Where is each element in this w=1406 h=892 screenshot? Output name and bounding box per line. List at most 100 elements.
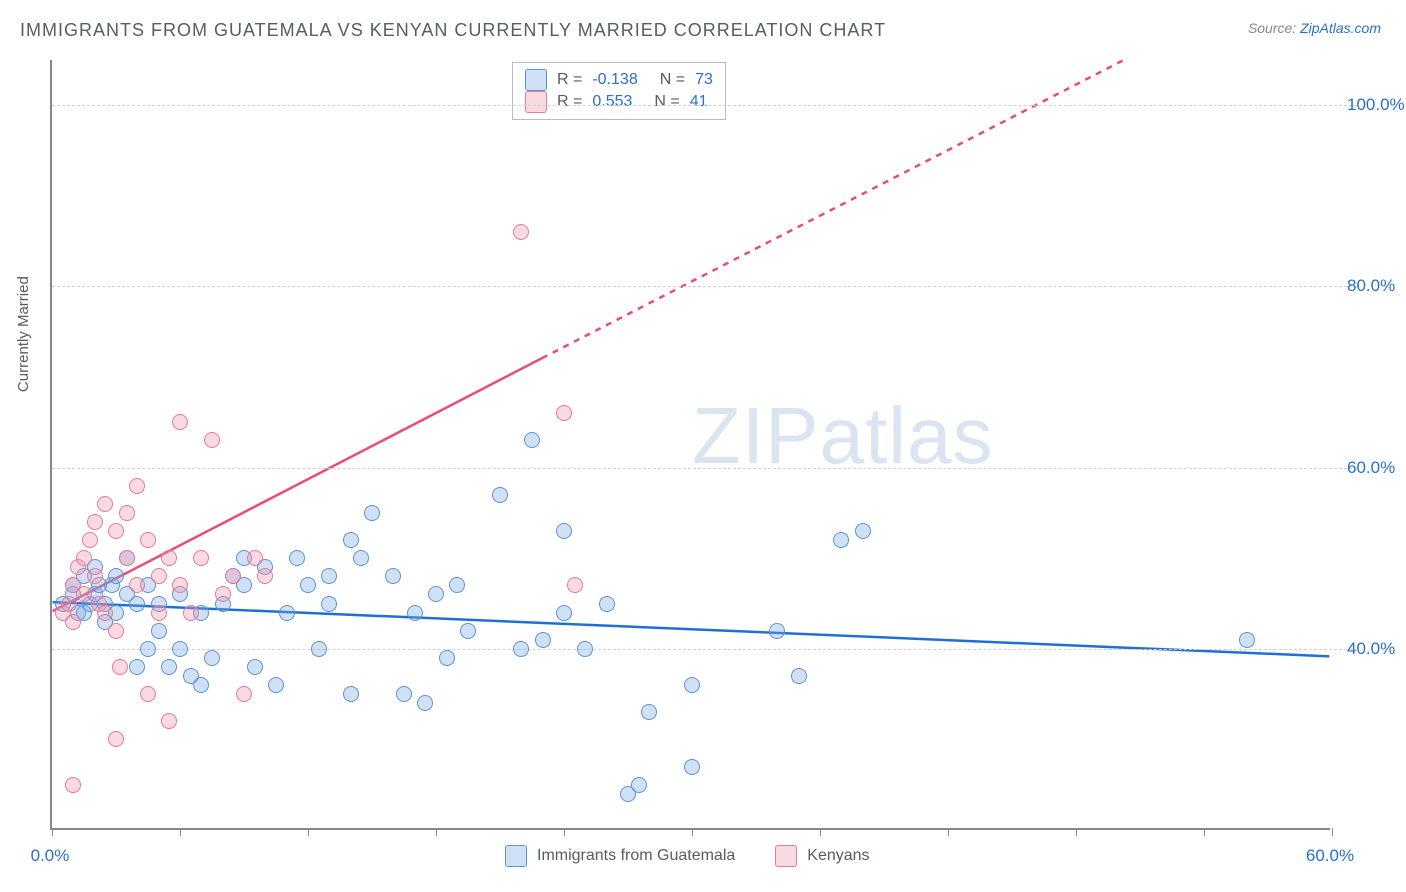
ytick-label: 80.0% xyxy=(1347,276,1395,296)
data-point xyxy=(556,523,572,539)
data-point xyxy=(247,550,263,566)
data-point xyxy=(151,605,167,621)
data-point xyxy=(460,623,476,639)
data-point xyxy=(791,668,807,684)
data-point xyxy=(204,650,220,666)
data-point xyxy=(321,596,337,612)
legend-label: Immigrants from Guatemala xyxy=(537,847,735,865)
data-point xyxy=(140,641,156,657)
data-point xyxy=(172,641,188,657)
data-point xyxy=(215,586,231,602)
xtick-mark xyxy=(948,828,949,836)
data-point xyxy=(684,677,700,693)
data-point xyxy=(112,659,128,675)
series-swatch xyxy=(525,91,547,113)
chart-container: IMMIGRANTS FROM GUATEMALA VS KENYAN CURR… xyxy=(0,0,1406,892)
stats-row: R = 0.553 N = 41 xyxy=(525,91,713,113)
xtick-label: 60.0% xyxy=(1306,846,1354,866)
xtick-mark xyxy=(564,828,565,836)
data-point xyxy=(833,532,849,548)
legend-swatch xyxy=(775,845,797,867)
y-axis-label: Currently Married xyxy=(15,276,32,392)
data-point xyxy=(428,586,444,602)
data-point xyxy=(364,505,380,521)
data-point xyxy=(353,550,369,566)
data-point xyxy=(311,641,327,657)
data-point xyxy=(257,568,273,584)
data-point xyxy=(535,632,551,648)
stat-n-label: N = xyxy=(654,93,679,111)
data-point xyxy=(439,650,455,666)
data-point xyxy=(108,731,124,747)
data-point xyxy=(396,686,412,702)
stats-row: R = -0.138N = 73 xyxy=(525,69,713,91)
data-point xyxy=(641,704,657,720)
data-point xyxy=(407,605,423,621)
data-point xyxy=(140,686,156,702)
xtick-label: 0.0% xyxy=(31,846,70,866)
data-point xyxy=(76,586,92,602)
data-point xyxy=(599,596,615,612)
stat-n-label: N = xyxy=(660,71,685,89)
data-point xyxy=(321,568,337,584)
data-point xyxy=(268,677,284,693)
data-point xyxy=(87,568,103,584)
data-point xyxy=(151,623,167,639)
gridline xyxy=(52,649,1357,650)
data-point xyxy=(172,577,188,593)
trend-line xyxy=(53,358,542,611)
data-point xyxy=(300,577,316,593)
data-point xyxy=(119,550,135,566)
data-point xyxy=(151,568,167,584)
data-point xyxy=(769,623,785,639)
data-point xyxy=(76,550,92,566)
data-point xyxy=(289,550,305,566)
stat-n-value: 41 xyxy=(690,93,708,111)
stat-r-value: 0.553 xyxy=(592,93,632,111)
data-point xyxy=(108,523,124,539)
xtick-mark xyxy=(1204,828,1205,836)
data-point xyxy=(1239,632,1255,648)
data-point xyxy=(129,577,145,593)
data-point xyxy=(577,641,593,657)
data-point xyxy=(513,641,529,657)
data-point xyxy=(556,405,572,421)
data-point xyxy=(97,605,113,621)
data-point xyxy=(236,686,252,702)
stat-r-label: R = xyxy=(557,93,582,111)
xtick-mark xyxy=(1332,828,1333,836)
source-prefix: Source: xyxy=(1248,20,1300,36)
data-point xyxy=(183,605,199,621)
data-point xyxy=(556,605,572,621)
data-point xyxy=(61,596,77,612)
plot-area: ZIPatlas R = -0.138N = 73R = 0.553N = 41… xyxy=(50,60,1330,830)
source-link[interactable]: ZipAtlas.com xyxy=(1300,20,1381,36)
legend-swatch xyxy=(505,845,527,867)
ytick-label: 60.0% xyxy=(1347,458,1395,478)
stat-n-value: 73 xyxy=(695,71,713,89)
data-point xyxy=(161,713,177,729)
data-point xyxy=(385,568,401,584)
legend-label: Kenyans xyxy=(807,847,869,865)
data-point xyxy=(492,487,508,503)
xtick-mark xyxy=(1076,828,1077,836)
series-swatch xyxy=(525,69,547,91)
data-point xyxy=(855,523,871,539)
data-point xyxy=(343,686,359,702)
stats-legend-box: R = -0.138N = 73 R = 0.553 N = 41 xyxy=(512,62,726,120)
series-legend: Immigrants from Guatemala Kenyans xyxy=(505,845,900,867)
data-point xyxy=(684,759,700,775)
data-point xyxy=(524,432,540,448)
data-point xyxy=(513,224,529,240)
xtick-mark xyxy=(692,828,693,836)
data-point xyxy=(65,777,81,793)
data-point xyxy=(108,623,124,639)
data-point xyxy=(631,777,647,793)
data-point xyxy=(279,605,295,621)
xtick-mark xyxy=(436,828,437,836)
data-point xyxy=(129,659,145,675)
trend-lines-layer xyxy=(52,60,1330,828)
gridline xyxy=(52,286,1357,287)
data-point xyxy=(161,659,177,675)
chart-title: IMMIGRANTS FROM GUATEMALA VS KENYAN CURR… xyxy=(20,20,886,41)
